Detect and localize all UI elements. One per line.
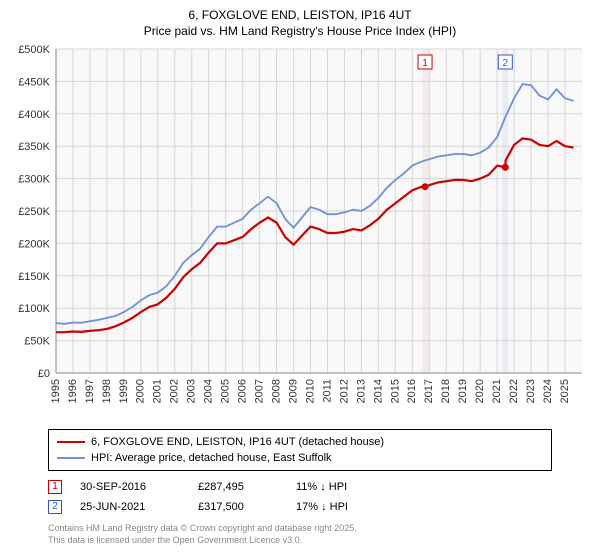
sale-price: £287,495: [198, 481, 278, 493]
svg-text:1996: 1996: [67, 379, 79, 403]
legend-item: 6, FOXGLOVE END, LEISTON, IP16 4UT (deta…: [57, 434, 543, 450]
table-row: 1 30-SEP-2016 £287,495 11% ↓ HPI: [48, 477, 552, 497]
svg-text:1: 1: [422, 58, 428, 69]
svg-text:2014: 2014: [372, 379, 384, 403]
chart-plot-area: £0 £50K £100K £150K £200K £250K £300K £350K £400…: [8, 43, 592, 423]
sale-delta: 11% ↓ HPI: [296, 481, 386, 493]
svg-text:2013: 2013: [355, 379, 367, 403]
svg-text:2005: 2005: [220, 379, 232, 403]
svg-text:2004: 2004: [203, 379, 215, 403]
svg-text:2016: 2016: [406, 379, 418, 403]
svg-text:£200K: £200K: [18, 239, 50, 251]
svg-text:2015: 2015: [389, 379, 401, 403]
svg-text:2021: 2021: [491, 379, 503, 403]
svg-text:2011: 2011: [321, 379, 333, 403]
svg-text:£500K: £500K: [18, 44, 50, 56]
svg-text:£100K: £100K: [18, 303, 50, 315]
svg-text:2010: 2010: [304, 379, 316, 403]
svg-text:£150K: £150K: [18, 271, 50, 283]
svg-text:£250K: £250K: [18, 206, 50, 218]
svg-text:2012: 2012: [338, 379, 350, 403]
sale-price: £317,500: [198, 501, 278, 513]
svg-text:2001: 2001: [152, 379, 164, 403]
svg-text:2006: 2006: [237, 379, 249, 403]
svg-text:2023: 2023: [525, 379, 537, 403]
sale-date: 25-JUN-2021: [80, 501, 180, 513]
svg-text:2024: 2024: [542, 379, 554, 403]
legend-label: 6, FOXGLOVE END, LEISTON, IP16 4UT (deta…: [91, 436, 384, 448]
svg-text:1997: 1997: [84, 379, 96, 403]
legend-label: HPI: Average price, detached house, East…: [91, 452, 332, 464]
svg-text:2000: 2000: [135, 379, 147, 403]
footer-attribution: Contains HM Land Registry data © Crown c…: [48, 523, 552, 546]
svg-text:2018: 2018: [440, 379, 452, 403]
chart-container: 6, FOXGLOVE END, LEISTON, IP16 4UT Price…: [0, 0, 600, 560]
svg-text:2002: 2002: [169, 379, 181, 403]
svg-text:2022: 2022: [508, 379, 520, 403]
svg-text:2009: 2009: [287, 379, 299, 403]
marker-badge: 1: [48, 480, 62, 494]
legend: 6, FOXGLOVE END, LEISTON, IP16 4UT (deta…: [48, 429, 552, 471]
title-subtitle: Price paid vs. HM Land Registry's House …: [8, 24, 592, 40]
svg-text:1999: 1999: [118, 379, 130, 403]
table-row: 2 25-JUN-2021 £317,500 17% ↓ HPI: [48, 497, 552, 517]
svg-text:£300K: £300K: [18, 174, 50, 186]
svg-text:2008: 2008: [270, 379, 282, 403]
sale-marker-table: 1 30-SEP-2016 £287,495 11% ↓ HPI 2 25-JU…: [48, 477, 552, 517]
svg-text:£0: £0: [38, 368, 50, 380]
legend-swatch: [57, 457, 85, 459]
svg-text:2017: 2017: [423, 379, 435, 403]
chart-title: 6, FOXGLOVE END, LEISTON, IP16 4UT Price…: [8, 8, 592, 39]
sale-date: 30-SEP-2016: [80, 481, 180, 493]
svg-text:2025: 2025: [559, 379, 571, 403]
footer-line: This data is licensed under the Open Gov…: [48, 535, 552, 547]
svg-text:£50K: £50K: [24, 336, 50, 348]
svg-text:£400K: £400K: [18, 109, 50, 121]
footer-line: Contains HM Land Registry data © Crown c…: [48, 523, 552, 535]
svg-text:1998: 1998: [101, 379, 113, 403]
title-address: 6, FOXGLOVE END, LEISTON, IP16 4UT: [8, 8, 592, 24]
svg-text:£350K: £350K: [18, 141, 50, 153]
svg-text:2: 2: [503, 58, 509, 69]
svg-text:2007: 2007: [254, 379, 266, 403]
svg-text:2019: 2019: [457, 379, 469, 403]
line-chart-svg: £0 £50K £100K £150K £200K £250K £300K £350K £400…: [8, 43, 592, 423]
svg-text:£450K: £450K: [18, 77, 50, 89]
svg-text:2020: 2020: [474, 379, 486, 403]
svg-text:2003: 2003: [186, 379, 198, 403]
legend-swatch: [57, 441, 85, 443]
legend-item: HPI: Average price, detached house, East…: [57, 450, 543, 466]
marker-badge: 2: [48, 500, 62, 514]
sale-delta: 17% ↓ HPI: [296, 501, 386, 513]
svg-text:1995: 1995: [50, 379, 62, 403]
